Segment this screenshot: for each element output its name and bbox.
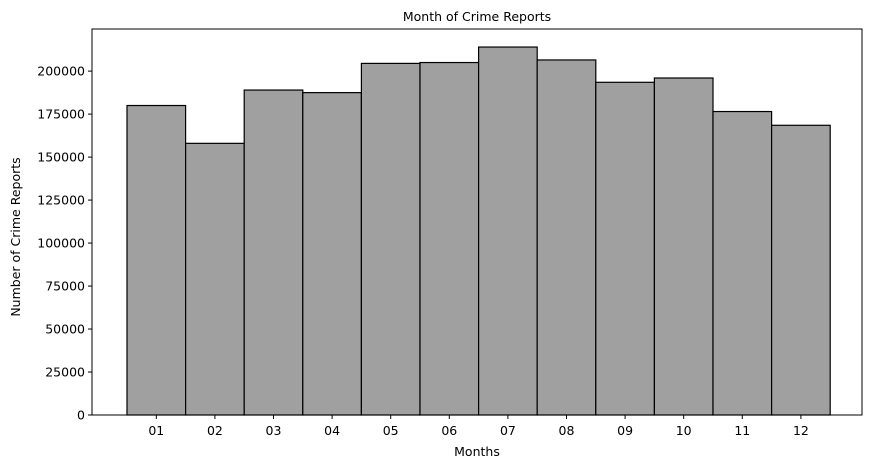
x-tick-label: 05	[383, 423, 399, 438]
y-tick-label: 100000	[37, 236, 85, 251]
y-axis: 0 25000 50000 75000 100000 125000 150000 175000…	[37, 64, 92, 423]
bar-04	[302, 92, 362, 416]
bar-05	[360, 62, 421, 416]
x-tick-label: 07	[500, 423, 516, 438]
bar-10	[653, 77, 714, 416]
y-tick-label: 175000	[37, 107, 85, 122]
x-tick-label: 11	[734, 423, 750, 438]
bar-03	[243, 89, 304, 416]
x-tick-label: 04	[324, 423, 340, 438]
y-axis-label: Number of Crime Reports	[8, 157, 23, 316]
x-tick-label: 01	[148, 423, 164, 438]
x-tick-label: 08	[559, 423, 575, 438]
x-tick-label: 02	[207, 423, 223, 438]
x-tick-label: 10	[676, 423, 692, 438]
bar-02	[185, 142, 245, 416]
bar-11	[712, 110, 773, 416]
x-tick-label: 06	[441, 423, 457, 438]
bar-09	[595, 81, 655, 416]
x-tick-label: 09	[617, 423, 633, 438]
bar-01	[126, 104, 187, 416]
x-axis-label: Months	[454, 444, 500, 459]
y-tick-label: 75000	[45, 279, 85, 294]
y-tick-label: 200000	[37, 64, 85, 79]
bar-07	[478, 46, 538, 416]
y-tick-label: 150000	[37, 150, 85, 165]
y-tick-label: 25000	[45, 365, 85, 380]
y-tick-label: 125000	[37, 193, 85, 208]
chart-title: Month of Crime Reports	[403, 9, 551, 24]
bar-12	[770, 124, 831, 416]
bar-08	[536, 59, 597, 416]
y-tick-label: 50000	[45, 322, 85, 337]
y-tick-label: 0	[77, 408, 85, 423]
x-tick-label: 03	[266, 423, 282, 438]
bar-06	[419, 61, 480, 416]
x-tick-label: 12	[793, 423, 809, 438]
bars-layer	[126, 46, 831, 416]
x-axis: 01 02 03 04 05 06 07 08 09 10 11 12	[148, 415, 809, 438]
plot-frame	[91, 28, 863, 416]
